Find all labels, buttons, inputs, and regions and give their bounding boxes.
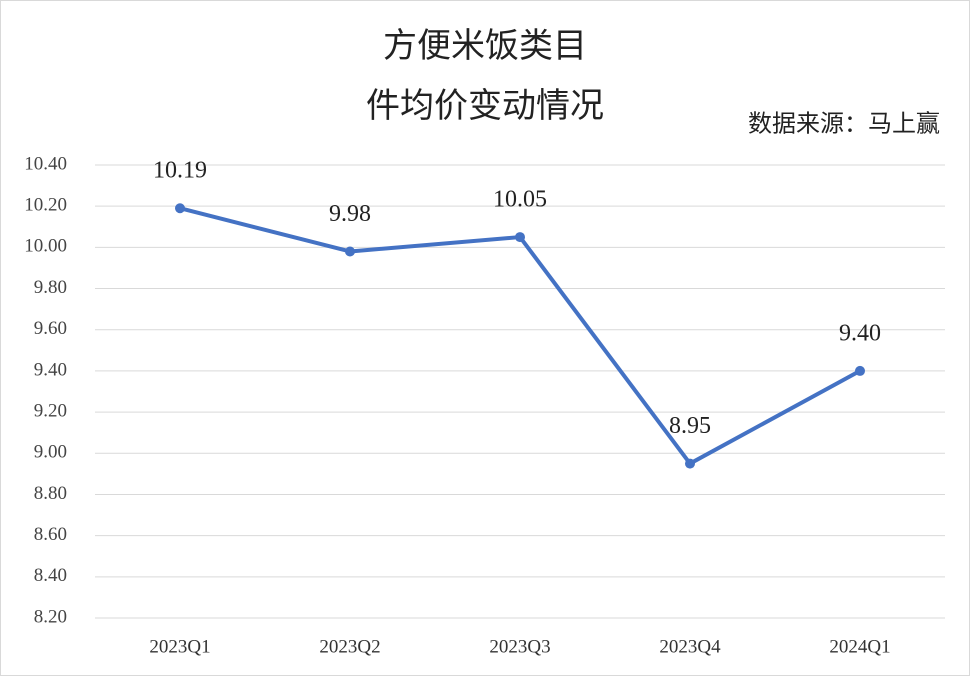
y-tick-label: 8.60 — [34, 524, 67, 545]
chart-title: 件均价变动情况 — [366, 86, 604, 126]
y-tick-label: 10.20 — [24, 195, 67, 216]
data-label: 8.95 — [669, 413, 711, 439]
y-tick-label: 9.20 — [34, 400, 67, 421]
y-tick-label: 8.40 — [34, 565, 67, 586]
x-tick-label: 2023Q4 — [659, 636, 721, 657]
data-label: 10.19 — [153, 158, 207, 184]
point — [515, 232, 525, 243]
point — [685, 458, 695, 469]
y-tick-label: 8.80 — [34, 483, 67, 504]
chart-title: 方便米饭类目 — [383, 26, 587, 66]
data-label: 10.05 — [493, 187, 547, 213]
data-label: 9.40 — [839, 320, 881, 346]
y-tick-label: 10.00 — [24, 236, 67, 257]
y-tick-label: 8.20 — [34, 606, 67, 627]
x-tick-label: 2024Q1 — [829, 636, 890, 657]
point — [855, 365, 865, 376]
y-tick-label: 9.00 — [34, 442, 67, 463]
x-tick-label: 2023Q1 — [149, 636, 210, 657]
data-label: 9.98 — [329, 201, 371, 227]
y-tick-label: 9.80 — [34, 277, 67, 298]
y-tick-label: 9.60 — [34, 318, 67, 339]
source-note: 数据来源：马上赢 — [748, 110, 940, 138]
x-tick-label: 2023Q2 — [319, 636, 380, 657]
y-tick-label: 10.40 — [24, 153, 67, 174]
x-tick-label: 2023Q3 — [489, 636, 550, 657]
point — [175, 203, 185, 214]
point — [345, 246, 355, 257]
y-tick-label: 9.40 — [34, 359, 67, 380]
